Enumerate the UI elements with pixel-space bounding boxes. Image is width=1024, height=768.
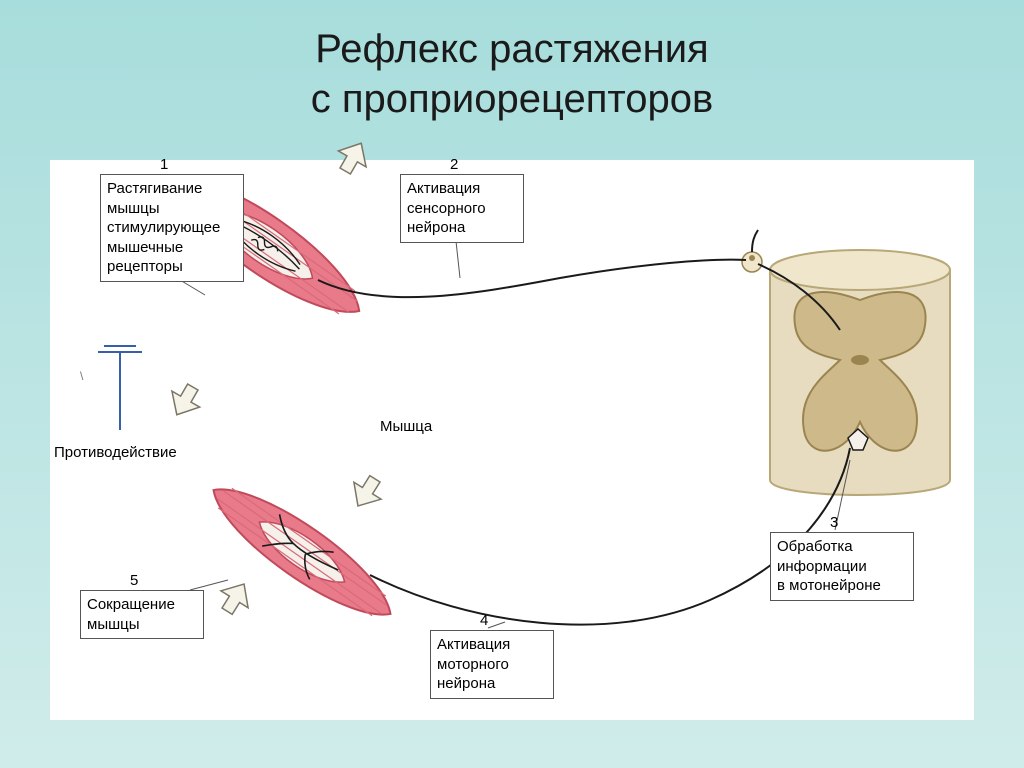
slide: Рефлекс растяжения с проприорецепторов: [0, 0, 1024, 768]
label-1-text: Растягивание мышцы стимулирующее мышечны…: [107, 180, 220, 275]
label-1-num: 1: [160, 156, 168, 173]
muscle-label: Мышца: [380, 418, 432, 435]
label-4-box: Активация моторного нейрона: [430, 630, 554, 699]
sensory-nerve: [318, 230, 840, 330]
slide-title: Рефлекс растяжения с проприорецепторов: [0, 24, 1024, 124]
label-1-box: Растягивание мышцы стимулирующее мышечны…: [100, 174, 244, 282]
diagram-area: \ 1 Растягивание мышцы стимулирующее мыш…: [50, 160, 974, 720]
title-line-2: с проприорецепторов: [311, 77, 713, 121]
label-2-text: Активация сенсорного нейрона: [407, 180, 486, 236]
dorsal-root-ganglion: [742, 252, 762, 272]
label-3-num: 3: [830, 514, 838, 531]
label-5-num: 5: [130, 572, 138, 589]
label-2-num: 2: [450, 156, 458, 173]
label-3-text: Обработка информации в мотонейроне: [777, 538, 881, 594]
label-3-box: Обработка информации в мотонейроне: [770, 532, 914, 601]
counter-label: Противодействие: [54, 444, 177, 461]
stray-mark: \: [80, 369, 84, 383]
title-line-1: Рефлекс растяжения: [315, 27, 708, 71]
label-4-num: 4: [480, 612, 488, 629]
label-5-text: Сокращение мышцы: [87, 596, 175, 633]
label-4-text: Активация моторного нейрона: [437, 636, 510, 692]
counter-symbol: [98, 346, 142, 430]
label-2-box: Активация сенсорного нейрона: [400, 174, 524, 243]
label-5-box: Сокращение мышцы: [80, 590, 204, 639]
